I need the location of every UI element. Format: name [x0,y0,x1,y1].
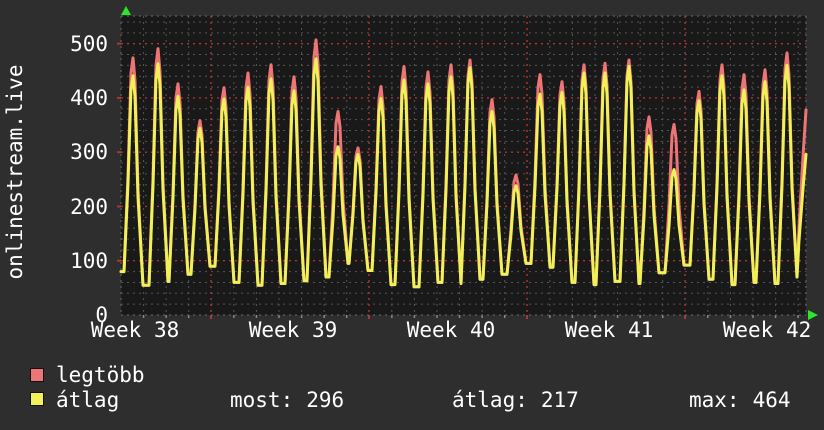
x-tick-label: Week 40 [406,318,496,342]
y-tick-label: 0 [95,303,108,327]
y-tick-label: 400 [70,86,108,110]
plot-svg [117,6,818,320]
y-axis-arrow-icon [121,6,131,15]
stat-now-value: 296 [306,388,345,412]
stat-average-label: átlag: [452,388,528,412]
y-tick-label: 100 [70,249,108,273]
legend-label-avg: átlag [56,388,120,412]
x-tick-label: Week 39 [248,318,338,342]
y-tick-label: 300 [70,140,108,164]
stat-average: átlag: 217 [452,388,579,412]
legend-label-max: legtöbb [56,363,145,387]
stat-average-value: 217 [540,388,579,412]
legend-swatch-avg [30,392,44,406]
x-axis-arrow-icon [808,310,818,320]
stat-now-label: most: [230,388,294,412]
stat-max-value: 464 [752,388,791,412]
y-tick-label: 500 [70,32,108,56]
stat-max: max: 464 [689,388,791,412]
vertical-axis-title: onlinestream.live [3,64,27,280]
stat-now: most: 296 [230,388,344,412]
x-tick-label: Week 41 [564,318,654,342]
x-tick-label: Week 38 [90,318,180,342]
y-tick-label: 200 [70,195,108,219]
x-tick-label: Week 42 [722,318,812,342]
legend-swatch-max [30,368,44,382]
stat-max-label: max: [689,388,740,412]
plot-area [117,6,818,320]
